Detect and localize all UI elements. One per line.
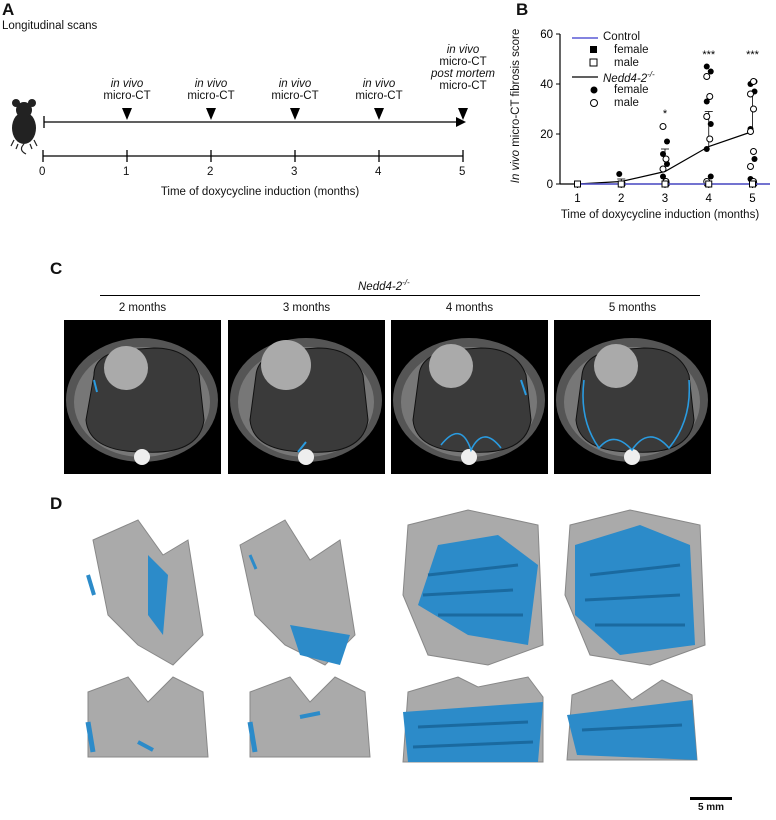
- ct-scan-image: [391, 320, 548, 474]
- timepoint-label: 4 months: [445, 302, 494, 314]
- significance-marker: ***: [746, 49, 760, 61]
- data-point-male: [747, 163, 754, 170]
- genotype-label: Nedd4-2-/-: [358, 278, 410, 293]
- lung-3d-model: [239, 519, 356, 666]
- panel-label-a: A: [2, 0, 15, 19]
- x-tick-label: 5: [749, 193, 755, 205]
- data-point-male: [750, 78, 757, 85]
- x-tick-label: 1: [574, 193, 580, 205]
- data-point-control: [661, 180, 669, 188]
- tick-label: 3: [291, 166, 298, 178]
- legend-circle-open: [590, 99, 598, 107]
- data-point-male: [750, 105, 757, 113]
- timeline-diagram: [10, 99, 468, 162]
- scale-bar: [690, 797, 732, 800]
- scan-label: in vivo micro-CT: [355, 78, 403, 102]
- timepoint-label: 3 months: [282, 302, 331, 314]
- x-tick-label: 4: [706, 193, 713, 205]
- data-point-male: [703, 73, 711, 80]
- scan-marker-icon: [206, 108, 216, 120]
- data-point-male: [706, 93, 714, 100]
- lung-3d-model: [402, 676, 544, 763]
- data-point-male: [659, 165, 667, 173]
- data-point-female: [751, 156, 758, 162]
- legend-control-male: male: [614, 57, 639, 69]
- arrow-head-icon: [456, 117, 466, 127]
- y-tick-label: 40: [540, 79, 553, 91]
- tick-label: 2: [207, 166, 214, 178]
- panel-label-c: C: [50, 259, 63, 278]
- ct-scan-image: [64, 320, 221, 474]
- timepoint-label: 5 months: [608, 302, 657, 314]
- x-axis-title: Time of doxycycline induction (months): [560, 209, 760, 221]
- data-point-male: [747, 90, 754, 98]
- data-point-male: [703, 113, 711, 120]
- mouse-icon: [10, 99, 38, 155]
- scan-label: in vivo micro-CT: [271, 78, 319, 102]
- data-point-control: [705, 180, 713, 188]
- data-point-control: [574, 180, 581, 188]
- y-tick-label: 60: [540, 29, 553, 41]
- tick-label: 4: [375, 166, 382, 178]
- data-point-control: [749, 180, 756, 188]
- x-tick-label: 2: [618, 193, 624, 205]
- data-point-female: [664, 138, 670, 145]
- data-point-male: [706, 135, 714, 143]
- lung-3d-model: [566, 679, 698, 761]
- tick-label: 1: [123, 166, 130, 178]
- scan-marker-icon: [458, 108, 468, 120]
- lung-3d-model: [85, 676, 209, 758]
- scan-marker-icon: [122, 108, 132, 120]
- legend-control: Control: [603, 31, 641, 43]
- x-tick-label: 3: [662, 193, 668, 205]
- genotype-bracket: [100, 295, 700, 296]
- panel-a-title: Longitudinal scans: [2, 20, 98, 32]
- scan-marker-icon: [290, 108, 300, 120]
- ct-scan-image: [554, 320, 711, 474]
- y-tick-label: 0: [547, 179, 553, 191]
- data-point-female: [707, 68, 714, 75]
- significance-marker: ***: [702, 49, 716, 61]
- data-point-female: [616, 171, 623, 177]
- data-point-male: [750, 148, 757, 155]
- scan-marker-icon: [374, 108, 384, 120]
- data-point-male: [662, 155, 670, 163]
- panel-label-d: D: [50, 494, 63, 513]
- lung-3d-model: [402, 509, 544, 666]
- data-point-female: [660, 151, 666, 157]
- timeline-axis-title: Time of doxycycline induction (months): [160, 186, 360, 198]
- scan-label: in vivo micro-CT: [187, 78, 235, 102]
- data-point-female: [703, 146, 710, 152]
- scale-bar-label: 5 mm: [697, 802, 725, 813]
- legend-control-female: female: [614, 44, 649, 56]
- tick-label: 0: [39, 166, 46, 178]
- lung-3d-model: [247, 676, 371, 758]
- legend-square-filled: [590, 46, 597, 53]
- data-point-female: [664, 161, 670, 167]
- legend-knockout: Nedd4-2-/-: [603, 70, 655, 85]
- scan-label: in vivo micro-CT: [103, 78, 151, 102]
- timepoint-label: 2 months: [118, 302, 167, 314]
- panel-label-b: B: [516, 0, 529, 19]
- y-tick-label: 20: [540, 129, 553, 141]
- legend-knockout-male: male: [614, 97, 639, 109]
- data-point-male: [659, 123, 667, 130]
- legend-square-open: [589, 58, 598, 67]
- data-point-female: [703, 63, 710, 70]
- significance-marker: *: [663, 108, 668, 120]
- data-point-female: [660, 173, 666, 180]
- lung-3d-model: [86, 519, 204, 666]
- ct-scan-image: [228, 320, 385, 474]
- scan-label-final: in vivo micro-CT post mortem micro-CT: [431, 44, 495, 92]
- legend-knockout-female: female: [614, 84, 649, 96]
- data-point-control: [617, 180, 625, 188]
- tick-label: 5: [459, 166, 466, 178]
- lung-3d-model: [564, 509, 706, 666]
- data-point-male: [747, 128, 754, 135]
- data-point-female: [707, 121, 714, 127]
- legend-circle-filled: [590, 86, 598, 94]
- data-point-female: [707, 173, 714, 180]
- data-point-female: [703, 98, 710, 105]
